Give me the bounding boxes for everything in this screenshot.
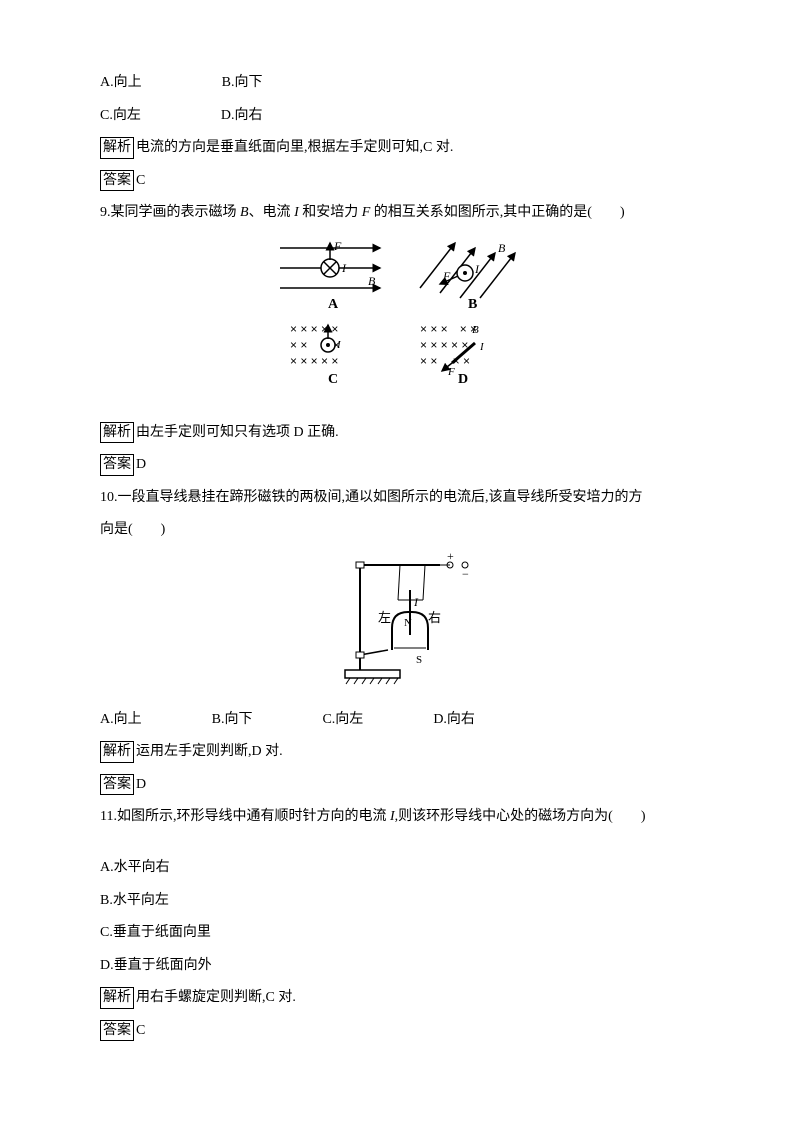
- q11-stem-post: ,则该环形导线中心处的磁场方向为( ): [395, 809, 646, 824]
- q11-answer-row: 答案C: [100, 1018, 700, 1045]
- q10-options-row: A.向上 B.向下 C.向左 D.向右: [100, 707, 700, 734]
- answer-label: 答案: [100, 1020, 134, 1042]
- q11-figure-gap: [100, 837, 700, 855]
- svg-text:N: N: [404, 617, 412, 629]
- q11-stem-pre: 11.如图所示,环形导线中通有顺时针方向的电流: [100, 809, 390, 824]
- analysis-label: 解析: [100, 741, 134, 763]
- svg-text:+: +: [447, 550, 454, 563]
- q10-figure: + − I 左 右 N S: [100, 550, 700, 701]
- svg-text:−: −: [462, 567, 469, 581]
- q9-analysis-text: 由左手定则可知只有选项 D 正确.: [136, 425, 339, 440]
- svg-text:I: I: [413, 595, 419, 609]
- q8-option-c: C.向左: [100, 103, 141, 130]
- q11-stem-row: 11.如图所示,环形导线中通有顺时针方向的电流 I,则该环形导线中心处的磁场方向…: [100, 804, 700, 831]
- q11-option-b: B.水平向左: [100, 888, 700, 915]
- svg-text:D: D: [458, 372, 468, 387]
- svg-text:F: F: [447, 366, 455, 378]
- q9-stem-row: 9.某同学画的表示磁场 B、电流 I 和安培力 F 的相互关系如图所示,其中正确…: [100, 200, 700, 227]
- svg-text:× × × × ×: × × × × ×: [420, 338, 468, 352]
- svg-text:B: B: [472, 324, 479, 336]
- q11-option-c: C.垂直于纸面向里: [100, 920, 700, 947]
- svg-text:A: A: [328, 297, 339, 312]
- svg-text:右: 右: [428, 610, 441, 625]
- svg-text:B: B: [368, 274, 376, 288]
- svg-text:× × × ×: × × × ×: [420, 354, 470, 368]
- svg-text:C: C: [328, 372, 338, 387]
- q8-options-row2: C.向左 D.向右: [100, 103, 700, 130]
- q8-option-b: B.向下: [222, 70, 263, 97]
- q11-option-d: D.垂直于纸面向外: [100, 953, 700, 980]
- q8-analysis-text: 电流的方向是垂直纸面向里,根据左手定则可知,C 对.: [136, 140, 453, 155]
- q8-option-d: D.向右: [221, 103, 263, 130]
- document-page: A.向上 B.向下 C.向左 D.向右 解析电流的方向是垂直纸面向里,根据左手定…: [0, 0, 800, 1132]
- q10-analysis-row: 解析运用左手定则判断,D 对.: [100, 739, 700, 766]
- svg-text:× × × × ×: × × × × ×: [420, 322, 477, 336]
- answer-label: 答案: [100, 454, 134, 476]
- analysis-label: 解析: [100, 422, 134, 444]
- q10-option-b: B.向下: [212, 707, 253, 734]
- svg-text:左: 左: [378, 610, 391, 625]
- analysis-label: 解析: [100, 987, 134, 1009]
- q9-answer-text: D: [136, 457, 146, 472]
- q9-answer-row: 答案D: [100, 452, 700, 479]
- q8-options-row1: A.向上 B.向下: [100, 70, 700, 97]
- q9-stem-post: 的相互关系如图所示,其中正确的是( ): [370, 205, 624, 220]
- q10-diagram-svg: + − I 左 右 N S: [320, 550, 480, 690]
- q10-option-c: C.向左: [322, 707, 363, 734]
- q11-analysis-text: 用右手螺旋定则判断,C 对.: [136, 990, 296, 1005]
- q10-answer-row: 答案D: [100, 772, 700, 799]
- q10-answer-text: D: [136, 777, 146, 792]
- q9-F-symbol: F: [362, 205, 371, 220]
- analysis-label: 解析: [100, 137, 134, 159]
- q8-option-a: A.向上: [100, 70, 142, 97]
- q9-stem-mid1: 、电流: [249, 205, 295, 220]
- q9-B-symbol: B: [240, 205, 249, 220]
- answer-label: 答案: [100, 170, 134, 192]
- svg-text:F: F: [333, 239, 342, 253]
- svg-text:× × × × ×: × × × × ×: [290, 322, 338, 336]
- svg-text:B: B: [498, 241, 506, 255]
- q9-stem-pre: 9.某同学画的表示磁场: [100, 205, 240, 220]
- q10-stem-line1: 10.一段直导线悬挂在蹄形磁铁的两极间,通以如图所示的电流后,该直导线所受安培力…: [100, 485, 700, 512]
- q10-option-a: A.向上: [100, 707, 142, 734]
- q11-answer-text: C: [136, 1023, 145, 1038]
- q9-diagram-svg: F I B A F I B B × ×: [270, 233, 530, 403]
- svg-text:S: S: [416, 654, 422, 666]
- q9-analysis-row: 解析由左手定则可知只有选项 D 正确.: [100, 420, 700, 447]
- q9-figure: F I B A F I B B × ×: [100, 233, 700, 414]
- q10-analysis-text: 运用左手定则判断,D 对.: [136, 744, 283, 759]
- q8-analysis-row: 解析电流的方向是垂直纸面向里,根据左手定则可知,C 对.: [100, 135, 700, 162]
- q11-analysis-row: 解析用右手螺旋定则判断,C 对.: [100, 985, 700, 1012]
- svg-text:I: I: [479, 341, 485, 353]
- svg-text:× × × × ×: × × × × ×: [290, 354, 338, 368]
- q9-stem-mid2: 和安培力: [299, 205, 362, 220]
- q8-answer-row: 答案C: [100, 168, 700, 195]
- q11-option-a: A.水平向右: [100, 855, 700, 882]
- answer-label: 答案: [100, 774, 134, 796]
- q10-stem-line2: 向是( ): [100, 517, 700, 544]
- q10-option-d: D.向右: [433, 707, 475, 734]
- svg-text:B: B: [468, 297, 477, 312]
- svg-text:F: F: [442, 269, 451, 283]
- q8-answer-text: C: [136, 173, 145, 188]
- svg-text:I: I: [336, 339, 342, 351]
